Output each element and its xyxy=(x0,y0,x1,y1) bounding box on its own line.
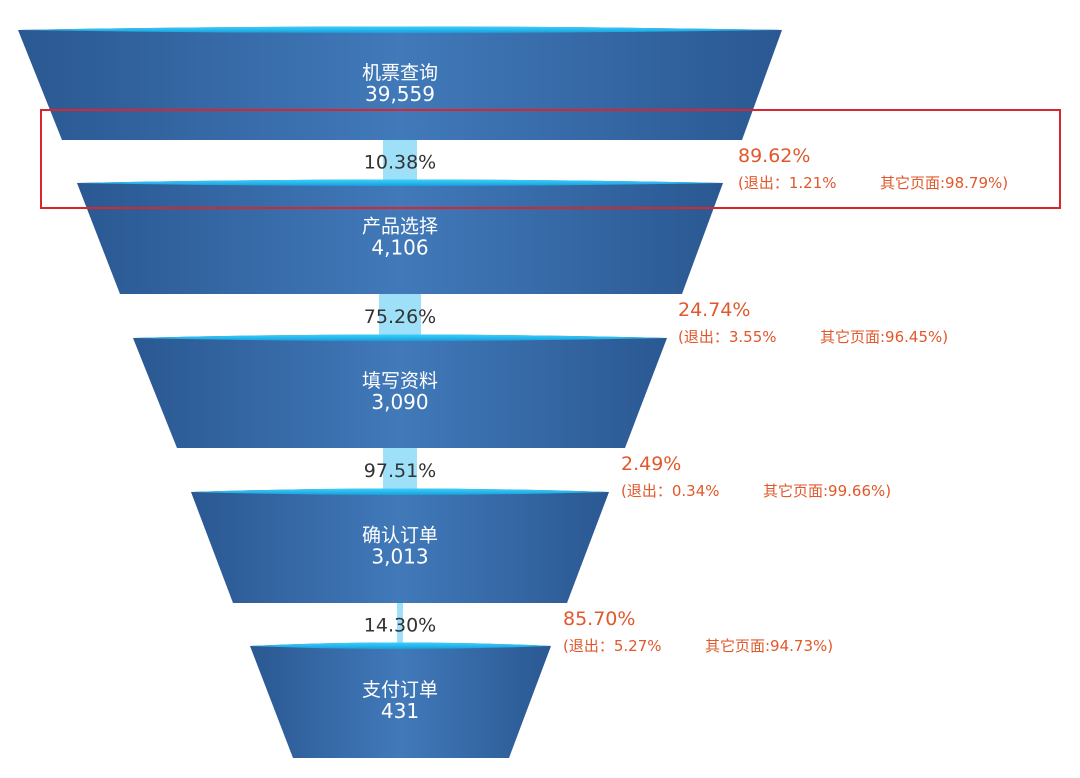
stage-name-label: 确认订单 xyxy=(362,525,438,547)
stage-name-label: 填写资料 xyxy=(362,370,438,392)
dropoff-rate-label: 89.62% xyxy=(738,145,810,167)
dropoff-rate-label: 24.74% xyxy=(678,299,750,321)
other-page-rate-label: 其它页面:94.73%) xyxy=(705,637,833,655)
dropoff-rate-label: 85.70% xyxy=(563,608,635,630)
conversion-rate-label: 75.26% xyxy=(364,306,436,328)
dropoff-rate-label: 2.49% xyxy=(621,453,681,475)
funnel-connector xyxy=(383,140,417,183)
conversion-rate-label: 10.38% xyxy=(364,152,436,174)
stage-value-label: 431 xyxy=(381,699,419,723)
stage-name-label: 机票查询 xyxy=(362,62,438,84)
stage-value-label: 39,559 xyxy=(365,82,435,106)
funnel-segment xyxy=(18,26,782,140)
funnel-segment-rim xyxy=(191,488,609,495)
conversion-rate-label: 97.51% xyxy=(364,460,436,482)
funnel-segment-rim xyxy=(77,179,723,186)
funnel-segment-rim xyxy=(250,642,551,649)
funnel-segment xyxy=(250,642,551,758)
stage-value-label: 3,013 xyxy=(371,545,428,569)
funnel-connector xyxy=(383,448,417,492)
funnel-segment xyxy=(133,334,667,448)
stage-value-label: 4,106 xyxy=(371,236,428,260)
exit-rate-label: (退出：0.34% xyxy=(621,482,720,500)
other-page-rate-label: 其它页面:99.66%) xyxy=(763,482,891,500)
connectors-layer xyxy=(379,140,421,646)
funnel-segment xyxy=(191,488,609,603)
stage-name-label: 支付订单 xyxy=(362,679,438,701)
highlight-box xyxy=(40,109,1061,209)
exit-rate-label: (退出：1.21% xyxy=(738,174,837,192)
other-page-rate-label: 其它页面:96.45%) xyxy=(820,328,948,346)
exit-rate-label: (退出：5.27% xyxy=(563,637,662,655)
conversion-rate-label: 14.30% xyxy=(364,615,436,637)
exit-rate-label: (退出：3.55% xyxy=(678,328,777,346)
other-page-rate-label: 其它页面:98.79%) xyxy=(880,174,1008,192)
stage-value-label: 3,090 xyxy=(371,390,428,414)
funnel-segment-rim xyxy=(18,26,782,33)
funnel-segment-rim xyxy=(133,334,667,341)
funnel-connector xyxy=(379,294,421,338)
funnel-connector xyxy=(397,603,403,646)
stage-name-label: 产品选择 xyxy=(362,216,438,238)
